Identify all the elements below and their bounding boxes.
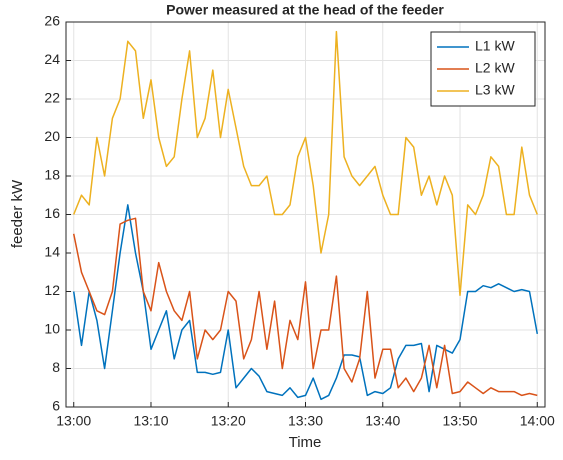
y-tick-label: 24 xyxy=(44,51,60,67)
y-tick-label: 8 xyxy=(52,359,60,375)
x-tick-label: 13:10 xyxy=(133,413,168,429)
legend: L1 kW L2 kW L3 kW xyxy=(430,31,536,107)
y-axis-label: feeder kW xyxy=(9,179,26,248)
legend-label: L2 kW xyxy=(475,60,515,76)
data-line xyxy=(72,217,538,397)
x-tick-label: 13:50 xyxy=(442,413,477,429)
x-tick-label: 13:30 xyxy=(288,413,323,429)
x-tick-label: 13:00 xyxy=(56,413,91,429)
y-tick-label: 16 xyxy=(44,205,60,221)
y-tick-label: 26 xyxy=(44,13,60,29)
x-axis-label: Time xyxy=(289,434,322,451)
y-tick-label: 14 xyxy=(44,244,60,260)
y-tick-label: 22 xyxy=(44,90,60,106)
data-line xyxy=(72,204,539,401)
legend-label: L3 kW xyxy=(475,82,515,98)
chart-title: Power measured at the head of the feeder xyxy=(166,2,444,18)
data-line xyxy=(73,30,538,297)
x-tick-label: 14:00 xyxy=(520,413,555,429)
x-tick-label: 13:40 xyxy=(365,413,400,429)
y-tick-label: 18 xyxy=(44,167,60,183)
y-tick-label: 6 xyxy=(52,398,60,414)
x-tick-label: 13:20 xyxy=(211,413,246,429)
axes-box xyxy=(65,21,546,408)
y-tick-label: 10 xyxy=(44,321,60,337)
y-tick-label: 12 xyxy=(44,282,60,298)
y-tick-label: 20 xyxy=(44,128,60,144)
legend-label: L1 kW xyxy=(475,38,515,54)
